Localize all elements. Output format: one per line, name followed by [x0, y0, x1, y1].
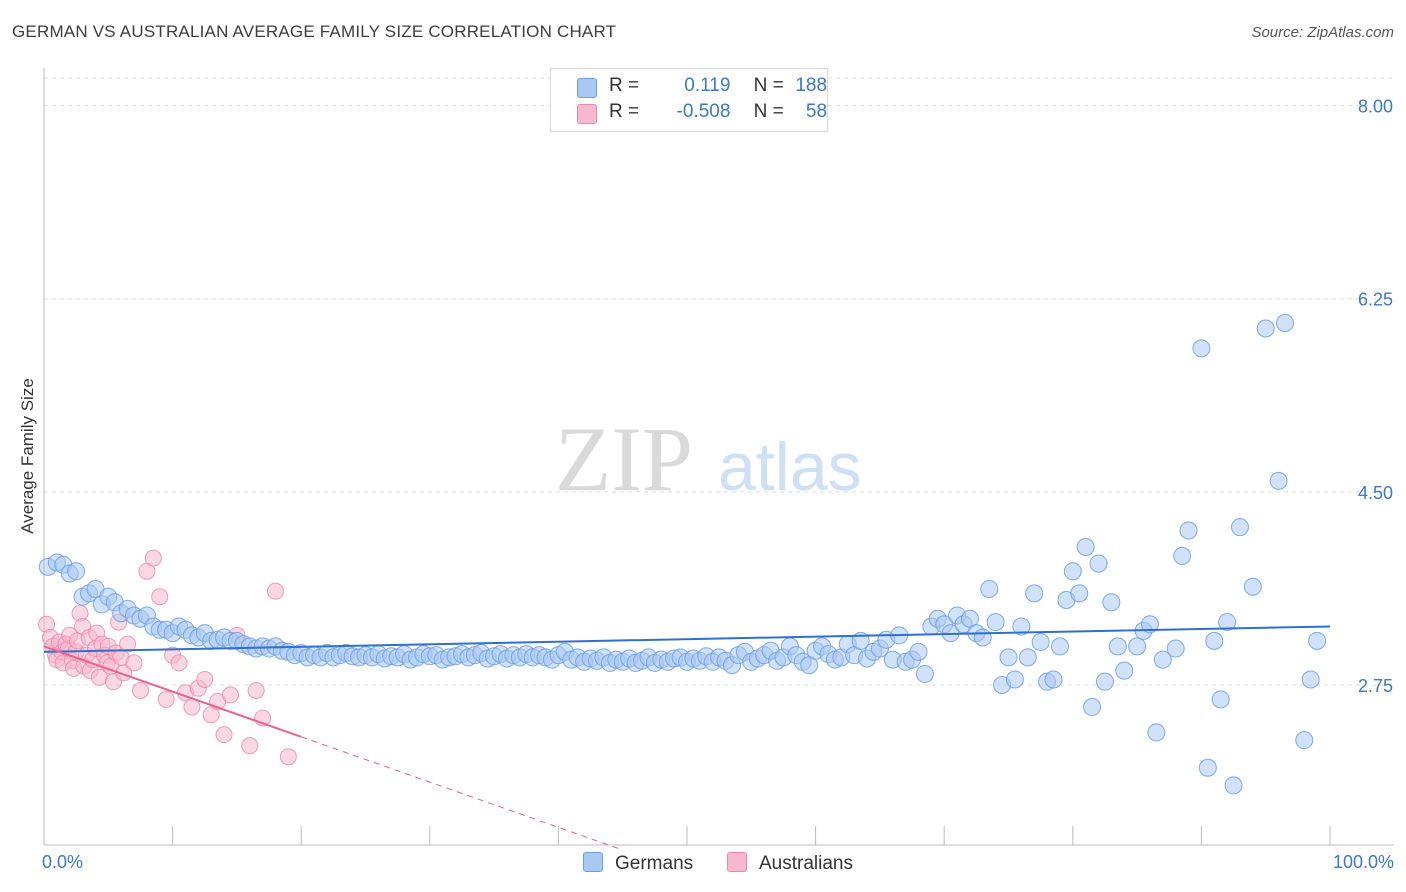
australian-point: [183, 698, 201, 716]
german-point: [1301, 670, 1320, 689]
german-point: [1308, 631, 1327, 650]
germans-points: [38, 313, 1327, 795]
australian-point: [119, 635, 137, 653]
german-point: [1295, 731, 1314, 750]
german-point: [1063, 562, 1082, 581]
german-point: [1070, 584, 1089, 603]
german-point: [1224, 776, 1243, 795]
german-point: [1192, 339, 1211, 358]
german-point: [1128, 637, 1147, 656]
german-point: [1166, 639, 1185, 658]
watermark: ZIP atlas: [555, 408, 862, 510]
german-point: [67, 562, 86, 581]
australians-label: Australians: [759, 853, 853, 874]
german-point: [999, 648, 1018, 667]
german-point: [1031, 632, 1050, 651]
australian-point: [279, 748, 297, 766]
australian-point: [247, 681, 265, 699]
trend-lines: [43, 625, 1331, 851]
german-point: [1025, 584, 1044, 603]
australian-point: [131, 681, 149, 699]
german-point: [980, 579, 999, 598]
german-point: [1198, 758, 1217, 777]
german-point: [1269, 471, 1288, 490]
chart-title: GERMAN VS AUSTRALIAN AVERAGE FAMILY SIZE…: [12, 22, 617, 41]
german-point: [1230, 518, 1249, 537]
german-point: [1140, 615, 1159, 634]
german-point: [1115, 661, 1134, 680]
grid-lines: [44, 77, 1394, 686]
legend-n-value: 188: [795, 75, 828, 96]
german-point: [1211, 690, 1230, 709]
german-point: [1147, 723, 1166, 742]
australian-point: [125, 654, 143, 672]
german-point: [973, 628, 992, 647]
german-point: [1005, 670, 1024, 689]
german-point: [1044, 670, 1063, 689]
legend-n-label: N =: [753, 75, 784, 96]
legend-r-label: R =: [609, 75, 640, 96]
y-tick-labels: 2.75 4.50 6.25 8.00: [1358, 97, 1393, 696]
german-point: [1179, 521, 1198, 540]
correlation-legend: R = 0.119 N = 188 R = -0.508 N = 58: [550, 68, 828, 132]
x-axis-min-label: 0.0%: [42, 852, 84, 872]
german-point: [909, 642, 928, 661]
australian-point: [266, 582, 284, 600]
german-point: [1173, 546, 1192, 565]
y-tick-label: 4.50: [1358, 483, 1393, 503]
source-label: Source: ZipAtlas.com: [1251, 24, 1394, 41]
australian-point: [170, 654, 188, 672]
german-point: [1205, 631, 1224, 650]
australian-point: [215, 726, 233, 744]
legend-n-value: 58: [805, 101, 828, 122]
german-point: [1243, 577, 1262, 596]
australian-point: [144, 549, 162, 567]
legend-n-label: N =: [753, 101, 784, 122]
german-point: [1089, 554, 1108, 573]
german-point: [986, 613, 1005, 632]
x-axis-max-label: 100.0%: [1332, 852, 1394, 872]
german-point: [1012, 617, 1031, 636]
australian-point: [157, 690, 175, 708]
australian-point: [196, 670, 214, 688]
bottom-legend-germans: Germans: [583, 852, 693, 875]
legend-r-label: R =: [609, 101, 640, 122]
german-point: [1102, 593, 1121, 612]
german-point: [1108, 637, 1127, 656]
german-point: [1275, 313, 1294, 332]
german-point: [1076, 538, 1095, 557]
legend-r-value: 0.119: [684, 75, 731, 96]
y-tick-label: 6.25: [1358, 290, 1393, 310]
german-point: [1018, 648, 1037, 667]
australian-point: [221, 686, 239, 704]
legend-swatch-pink: [577, 104, 597, 124]
watermark-zip: ZIP: [555, 408, 693, 510]
axes: [43, 68, 1394, 846]
german-point: [915, 664, 934, 683]
german-point: [1218, 613, 1237, 632]
german-point: [1256, 319, 1275, 338]
australian-point: [241, 737, 259, 755]
australians-trend-extension: [301, 736, 623, 851]
australian-point: [151, 588, 169, 606]
german-point: [1095, 672, 1114, 691]
australians-swatch: [727, 852, 747, 872]
german-point: [1083, 698, 1102, 717]
y-tick-label: 2.75: [1358, 676, 1393, 696]
legend-swatch-blue: [577, 78, 597, 98]
germans-trend-line: [43, 625, 1331, 653]
german-point: [1050, 637, 1069, 656]
german-point: [1153, 650, 1172, 669]
y-tick-label: 8.00: [1358, 97, 1393, 117]
australians-trend-line: [43, 645, 302, 738]
germans-swatch: [583, 852, 603, 872]
watermark-atlas: atlas: [718, 429, 862, 505]
legend-r-value: -0.508: [676, 101, 731, 122]
germans-label: Germans: [615, 853, 694, 874]
bottom-legend-australians: Australians: [727, 852, 853, 875]
